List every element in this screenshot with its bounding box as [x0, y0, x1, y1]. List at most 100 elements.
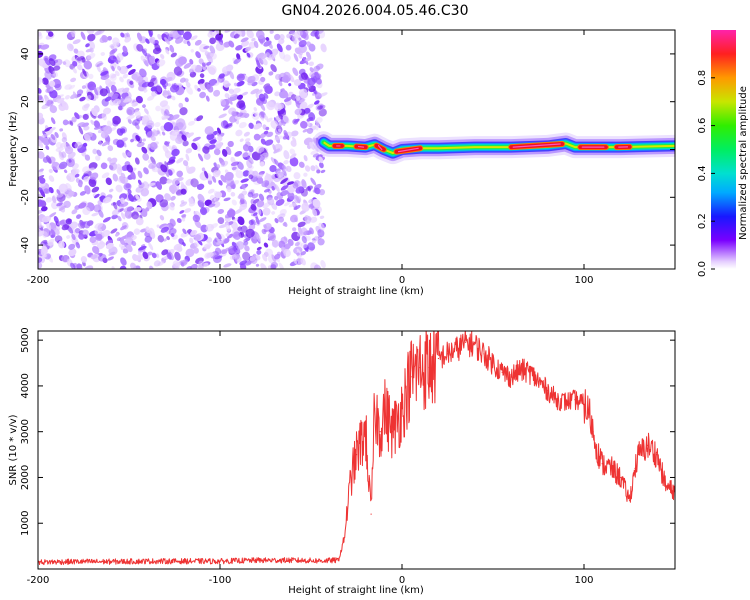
- noise-blob: [235, 170, 244, 179]
- noise-blob: [294, 194, 301, 204]
- noise-blob: [252, 212, 258, 217]
- noise-blob: [164, 140, 170, 147]
- noise-blob: [238, 121, 247, 129]
- noise-blob: [300, 257, 306, 266]
- noise-blob: [195, 51, 201, 59]
- noise-blob: [228, 40, 235, 48]
- noise-blob: [94, 193, 100, 199]
- snr-point: [510, 376, 512, 378]
- noise-blob: [157, 234, 164, 243]
- noise-blob: [237, 161, 244, 170]
- noise-blob: [227, 97, 233, 105]
- noise-blob: [192, 214, 201, 223]
- snr-point: [437, 357, 439, 360]
- noise-blob: [282, 89, 289, 99]
- noise-blob: [168, 30, 177, 38]
- noise-blob: [235, 129, 243, 137]
- noise-blob: [213, 89, 221, 97]
- noise-blob: [174, 122, 184, 130]
- noise-blob: [38, 187, 44, 194]
- noise-blob: [306, 127, 314, 134]
- snr-point: [355, 454, 358, 456]
- noise-blob: [173, 243, 182, 251]
- noise-blob: [209, 45, 216, 54]
- noise-blob: [63, 200, 71, 209]
- snr-xtick-label: 100: [574, 575, 593, 586]
- noise-blob: [303, 172, 308, 177]
- noise-blob: [73, 48, 79, 54]
- noise-blob: [255, 93, 260, 99]
- noise-blob: [100, 70, 109, 76]
- noise-blob: [190, 230, 198, 236]
- noise-blob: [95, 155, 101, 161]
- noise-blob: [283, 248, 291, 258]
- noise-blob: [267, 197, 275, 206]
- noise-blob: [233, 82, 238, 87]
- snr-point: [598, 454, 600, 456]
- noise-blob: [291, 94, 298, 101]
- noise-blob: [71, 233, 76, 241]
- noise-blob: [261, 180, 270, 188]
- noise-blob: [179, 107, 188, 116]
- noise-blob: [250, 88, 259, 95]
- noise-blob: [177, 30, 184, 36]
- noise-blob: [256, 173, 264, 179]
- noise-blob: [112, 201, 118, 210]
- noise-blob: [145, 38, 150, 44]
- noise-blob: [258, 93, 266, 102]
- noise-blob: [88, 73, 94, 80]
- noise-blob: [83, 60, 93, 70]
- noise-blob: [236, 112, 244, 117]
- noise-blob: [235, 241, 245, 250]
- snr-point: [574, 399, 576, 401]
- noise-blob: [170, 195, 176, 201]
- noise-blob: [82, 206, 91, 216]
- snr-point: [537, 380, 540, 382]
- noise-blob: [269, 165, 277, 173]
- noise-blob: [255, 89, 263, 95]
- noise-blob: [293, 205, 301, 210]
- frequency-ridge: [312, 131, 675, 165]
- noise-blob: [61, 151, 67, 158]
- noise-blob: [38, 33, 43, 40]
- noise-blob: [70, 77, 77, 83]
- noise-blob: [139, 68, 147, 78]
- noise-blob: [228, 88, 234, 94]
- noise-blob: [279, 34, 285, 40]
- noise-blob: [225, 122, 233, 128]
- ridge-peak-core: [357, 145, 365, 148]
- noise-blob: [169, 185, 176, 194]
- noise-blob: [189, 68, 194, 74]
- noise-blob: [175, 36, 184, 44]
- noise-blob: [245, 166, 254, 172]
- noise-blob: [152, 47, 162, 55]
- noise-blob: [101, 34, 108, 43]
- noise-blob: [283, 129, 289, 138]
- noise-blob: [185, 164, 191, 174]
- noise-blob: [231, 166, 237, 171]
- noise-blob: [38, 88, 42, 94]
- noise-blob: [117, 65, 122, 71]
- noise-blob: [186, 40, 191, 47]
- snr-point: [419, 367, 421, 369]
- snr-point: [565, 401, 567, 403]
- noise-blob: [119, 175, 126, 184]
- noise-blob: [241, 91, 249, 96]
- noise-blob: [230, 156, 236, 164]
- noise-blob: [206, 61, 212, 66]
- noise-blob: [310, 165, 316, 172]
- noise-blob: [122, 248, 129, 254]
- noise-blob: [286, 181, 295, 186]
- noise-blob: [168, 202, 175, 211]
- noise-blob: [151, 90, 158, 97]
- ridge-peak-core: [377, 145, 383, 151]
- noise-blob: [267, 232, 276, 242]
- noise-blob: [111, 214, 118, 220]
- noise-blob: [91, 107, 98, 117]
- noise-blob: [207, 137, 217, 142]
- noise-blob: [87, 95, 92, 100]
- noise-blob: [107, 157, 112, 162]
- noise-blob: [212, 170, 221, 178]
- noise-blob: [236, 94, 244, 100]
